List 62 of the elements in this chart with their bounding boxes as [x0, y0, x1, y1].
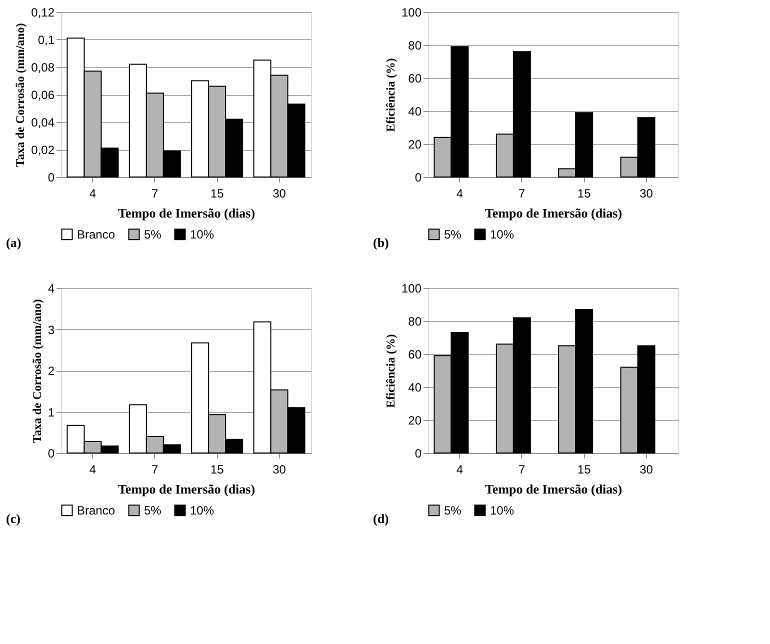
x-tick-label: 7: [518, 186, 526, 200]
y-tick-label: 100: [401, 282, 422, 296]
legend-label: 5%: [144, 227, 162, 242]
text: (a): [6, 235, 22, 250]
y-axis-title: Eficiência (%): [383, 58, 398, 132]
x-tick-label: 4: [456, 462, 464, 476]
x-axis-title: Tempo de Imersão (dias): [484, 482, 622, 496]
y-tick-label: 100: [401, 6, 422, 20]
y-tick-label: 4: [48, 282, 55, 296]
y-tick-label: 40: [408, 380, 422, 394]
y-axis-title: Taxa de Corrosão (mm/ano): [13, 23, 28, 167]
x-tick-label: 15: [210, 186, 224, 200]
x-tick-label: 30: [272, 462, 286, 476]
x-tick-label: 7: [152, 462, 159, 476]
legend-label: 10%: [190, 227, 214, 242]
y-tick-label: 0: [414, 446, 422, 460]
y-tick-label: 40: [408, 104, 422, 118]
x-axis-title: Tempo de Imersão (dias): [118, 482, 256, 496]
y-tick-label: 20: [408, 414, 422, 428]
y-tick-label: 3: [48, 322, 55, 337]
y-tick-label: 0,08: [31, 60, 55, 74]
x-tick-label: 15: [577, 186, 592, 200]
y-tick-label: 0,06: [31, 88, 55, 102]
legend-label: 10%: [490, 227, 514, 242]
x-tick-label: 30: [272, 186, 286, 200]
y-tick-label: 0,1: [38, 33, 55, 47]
x-tick-label: 4: [89, 186, 96, 200]
y-tick-label: 0: [48, 170, 55, 184]
legend-label: 5%: [444, 503, 462, 518]
x-axis-title: Tempo de Imersão (dias): [484, 206, 622, 220]
y-tick-label: 2: [48, 364, 55, 378]
text: (d): [373, 511, 389, 526]
x-tick-label: 7: [152, 186, 159, 200]
x-tick-label: 4: [456, 186, 464, 200]
x-axis-title: Tempo de Imersão (dias): [118, 206, 256, 220]
y-tick-label: 1: [48, 405, 55, 420]
legend-label: Branco: [77, 227, 116, 242]
y-tick-label: 0,02: [31, 143, 55, 157]
legend-label: 10%: [490, 503, 514, 518]
y-tick-label: 20: [408, 138, 422, 152]
y-tick-label: 0: [48, 446, 55, 460]
x-tick-label: 15: [577, 462, 592, 476]
y-tick-label: 0,12: [31, 6, 55, 20]
y-tick-label: 80: [408, 314, 422, 328]
x-tick-label: 30: [640, 186, 654, 200]
y-tick-label: 0,04: [31, 116, 55, 130]
text: (c): [6, 511, 20, 526]
x-tick-label: 4: [89, 462, 96, 476]
x-tick-label: 15: [210, 462, 224, 476]
y-tick-label: 0: [414, 170, 422, 184]
legend-label: 10%: [190, 503, 214, 518]
text: (b): [373, 235, 389, 250]
y-tick-label: 60: [408, 348, 422, 362]
y-axis-title: Taxa de Corrosão (mm/ano): [30, 299, 44, 443]
legend-label: Branco: [77, 503, 116, 518]
y-tick-label: 80: [408, 38, 422, 52]
y-tick-label: 60: [408, 72, 422, 86]
legend-label: 5%: [144, 503, 162, 518]
y-axis-title: Eficiência (%): [383, 334, 398, 408]
legend-label: 5%: [444, 227, 462, 242]
x-tick-label: 7: [518, 462, 526, 476]
x-tick-label: 30: [640, 462, 654, 476]
